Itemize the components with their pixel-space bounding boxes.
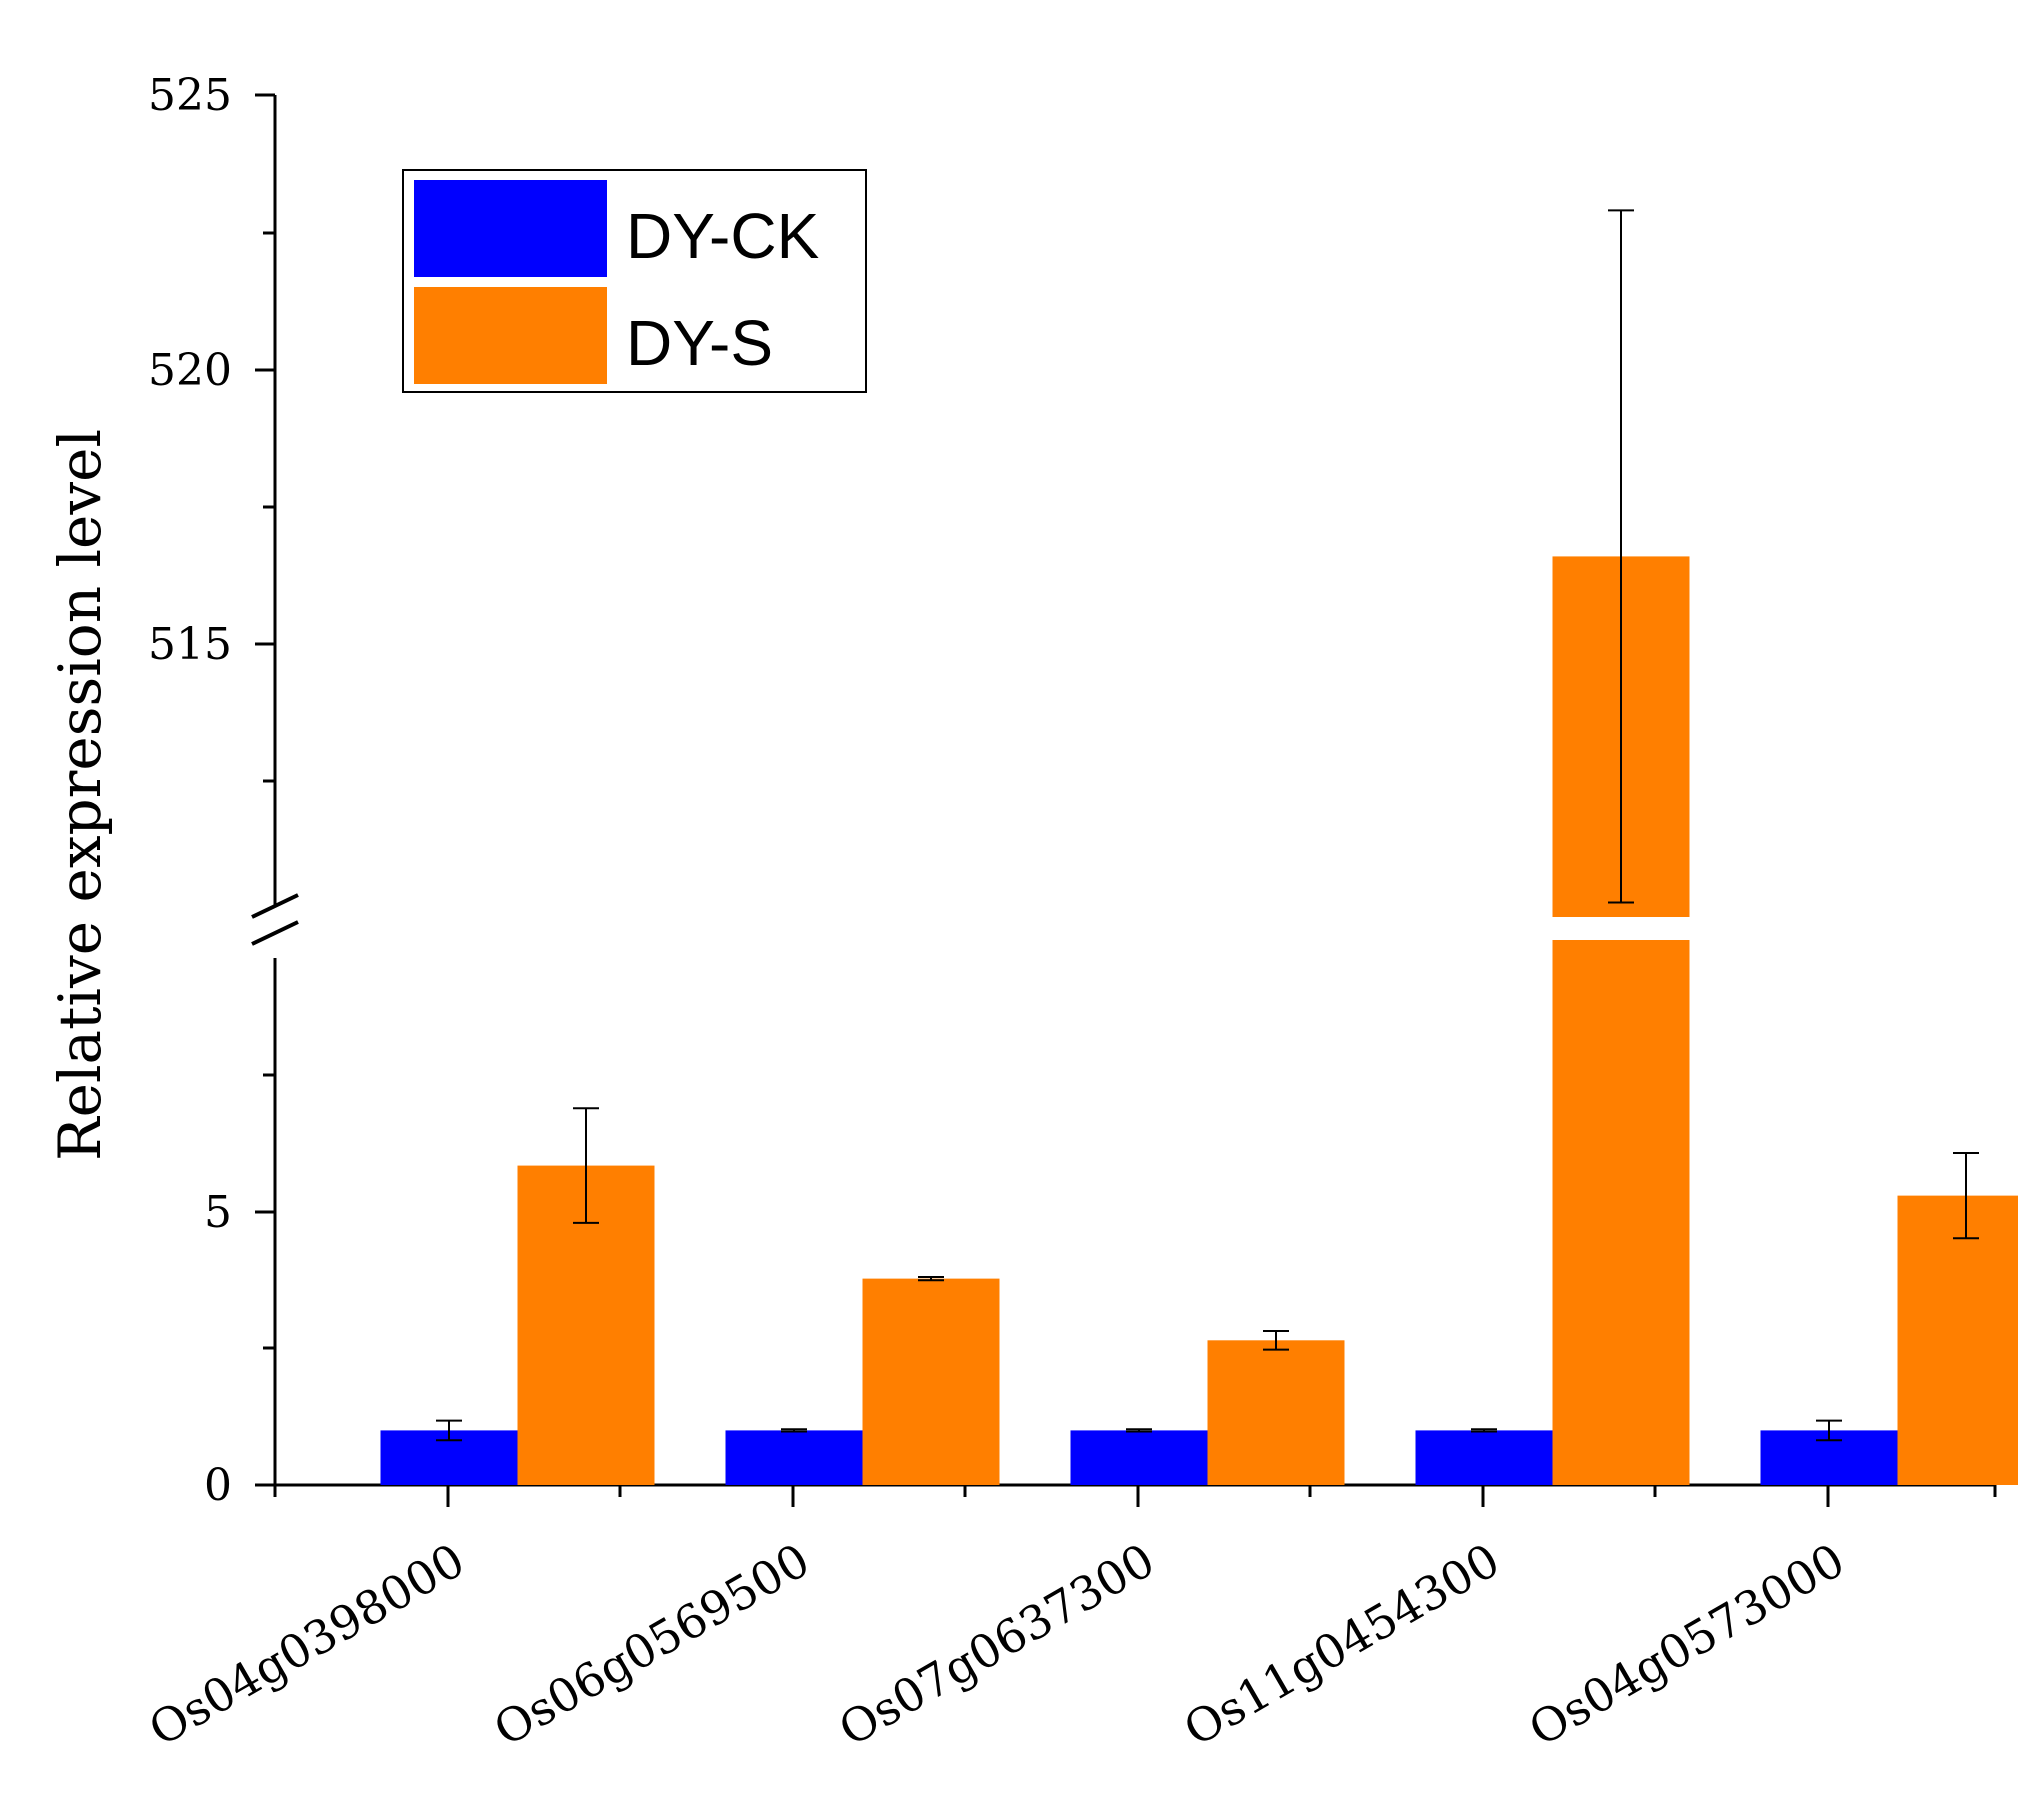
error-bar-os07g0637300-dy-ck	[1126, 1428, 1152, 1433]
x-ticks	[273, 1485, 1997, 1507]
x-tick-label-os11g0454300: Os11g0454300	[1175, 1533, 1509, 1757]
axis-break-mark-2	[251, 920, 299, 946]
y-ticks	[255, 93, 275, 1487]
error-bar-os06g0569500-dy-ck	[781, 1428, 807, 1433]
bar-os07g0637300-dy-ck	[1070, 1430, 1208, 1485]
error-bar-os06g0569500-dy-s	[918, 1275, 944, 1282]
bar-os04g0573000-dy-s	[1897, 1195, 2018, 1485]
x-tick-label-os07g0637300: Os07g0637300	[830, 1533, 1164, 1757]
legend-swatch-dy-s	[414, 287, 607, 384]
x-tick-label-os04g0573000: Os04g0573000	[1520, 1533, 1854, 1757]
y-tick-label-0: 0	[204, 1460, 232, 1511]
bar-os07g0637300-dy-s	[1207, 1340, 1345, 1485]
error-bars-group	[436, 209, 1979, 1442]
x-tick-label-os06g0569500: Os06g0569500	[485, 1533, 819, 1757]
error-bar-os04g0573000-dy-s	[1953, 1152, 1979, 1240]
error-bar-os11g0454300-dy-s	[1608, 209, 1634, 904]
error-bar-os04g0573000-dy-ck	[1816, 1419, 1842, 1442]
error-bar-os04g0398000-dy-s	[573, 1107, 599, 1224]
bar-os06g0569500-dy-ck	[725, 1430, 863, 1485]
legend-label-dy-ck: DY-CK	[626, 200, 819, 272]
y-tick-label-5: 5	[204, 1187, 232, 1238]
legend-swatch-dy-ck	[414, 180, 607, 277]
x-tick-label-os04g0398000: Os04g0398000	[140, 1533, 474, 1757]
error-bar-os07g0637300-dy-s	[1263, 1330, 1289, 1351]
bar-os11g0454300-dy-ck	[1415, 1430, 1553, 1485]
legend: DY-CK DY-S	[402, 169, 867, 393]
bars-group	[380, 556, 2018, 1485]
error-bar-os11g0454300-dy-ck	[1471, 1428, 1497, 1433]
axis-break-mark-1	[251, 893, 299, 919]
bar-os06g0569500-dy-s	[862, 1278, 1000, 1485]
y-axis-title: Relative expression level	[46, 429, 114, 1161]
legend-label-dy-s: DY-S	[626, 307, 773, 379]
bar-os11g0454300-dy-s-lower	[1552, 940, 1690, 1485]
y-tick-label-525: 525	[148, 70, 232, 121]
y-tick-label-515: 515	[148, 619, 232, 670]
error-bar-os04g0398000-dy-ck	[436, 1419, 462, 1442]
y-tick-label-520: 520	[148, 345, 232, 396]
